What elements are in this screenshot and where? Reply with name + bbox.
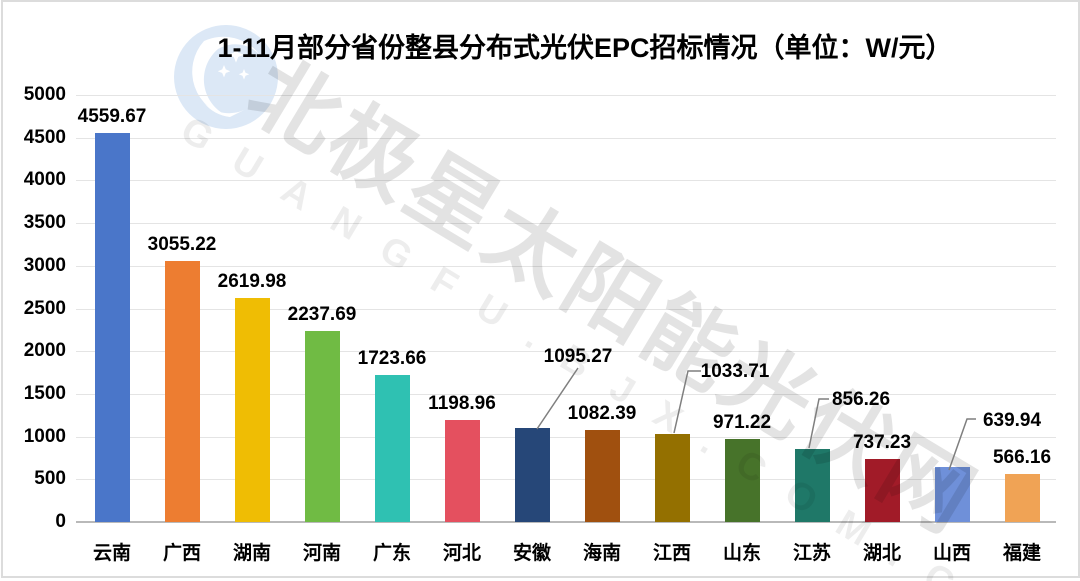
bar-江苏 xyxy=(794,448,830,522)
y-axis-tick-label: 3000 xyxy=(23,254,66,276)
x-axis-label-山西: 山西 xyxy=(932,543,971,564)
y-axis-tick-label: 3500 xyxy=(23,212,66,234)
gridline xyxy=(76,137,1056,139)
bar-山东 xyxy=(724,439,760,522)
bar-广东 xyxy=(374,374,410,522)
x-axis-label-海南: 海南 xyxy=(582,543,621,564)
x-axis-label-广东: 广东 xyxy=(372,543,411,564)
bar-value-label: 4559.67 xyxy=(77,105,147,127)
gridline xyxy=(76,95,1056,96)
gridline xyxy=(76,180,1056,182)
x-axis-label-广西: 广西 xyxy=(162,543,201,564)
bar-湖北 xyxy=(864,459,900,522)
x-axis-label-云南: 云南 xyxy=(92,543,131,564)
bar-value-label: 566.16 xyxy=(992,446,1052,468)
bar-value-label: 1723.66 xyxy=(357,347,427,369)
bar-湖南 xyxy=(234,298,270,522)
bar-云南 xyxy=(94,132,130,522)
x-axis-label-湖南: 湖南 xyxy=(232,543,271,564)
gridline xyxy=(76,479,1056,481)
y-axis-tick-label: 1000 xyxy=(23,425,66,447)
polar-star-logo-icon xyxy=(174,25,278,129)
bar-山西 xyxy=(934,467,970,522)
gridline xyxy=(76,265,1056,267)
bar-value-label: 639.94 xyxy=(982,410,1042,431)
gridline xyxy=(76,436,1056,438)
bar-河南 xyxy=(304,330,340,522)
x-axis-label-江西: 江西 xyxy=(652,543,691,564)
bar-广西 xyxy=(164,261,200,522)
y-axis-tick-label: 2500 xyxy=(23,297,66,319)
y-axis-tick-label: 5000 xyxy=(23,84,66,105)
bar-value-label: 856.26 xyxy=(831,389,891,410)
bar-海南 xyxy=(584,429,620,522)
bar-value-label: 1198.96 xyxy=(428,392,496,414)
bar-value-label: 737.23 xyxy=(852,432,912,454)
bar-value-label: 1095.27 xyxy=(543,346,613,367)
x-axis-label-湖北: 湖北 xyxy=(862,543,901,564)
bar-福建 xyxy=(1004,473,1040,522)
bar-value-label: 971.22 xyxy=(712,412,772,434)
bar-江西 xyxy=(654,433,690,522)
y-axis-tick-label: 2000 xyxy=(23,340,66,362)
x-axis-label-河北: 河北 xyxy=(442,543,481,564)
bar-value-label: 2619.98 xyxy=(217,271,287,293)
chart-title: 1-11月部分省份整县分布式光伏EPC招标情况（单位：W/元） xyxy=(217,33,953,63)
bar-value-label: 2237.69 xyxy=(287,303,357,325)
bar-value-label: 1082.39 xyxy=(567,402,637,424)
x-axis-label-福建: 福建 xyxy=(1002,543,1041,564)
x-axis-label-江苏: 江苏 xyxy=(792,543,831,564)
y-axis-tick-label: 1500 xyxy=(23,382,66,404)
bar-value-label: 3055.22 xyxy=(147,234,217,256)
y-axis-tick-label: 0 xyxy=(55,511,66,532)
bar-value-label: 1033.71 xyxy=(700,361,770,382)
x-axis-line xyxy=(76,521,1056,523)
gridline xyxy=(76,223,1056,225)
x-axis-label-山东: 山东 xyxy=(722,543,761,564)
gridline xyxy=(76,351,1056,353)
y-axis-tick-label: 4000 xyxy=(23,169,66,191)
y-axis-tick-label: 500 xyxy=(34,468,66,490)
bar-安徽 xyxy=(514,428,550,522)
x-axis-label-河南: 河南 xyxy=(302,543,341,564)
x-axis-label-安徽: 安徽 xyxy=(512,543,551,564)
bar-河北 xyxy=(444,419,480,522)
gridline xyxy=(76,308,1056,310)
y-axis-tick-label: 4500 xyxy=(23,126,66,148)
